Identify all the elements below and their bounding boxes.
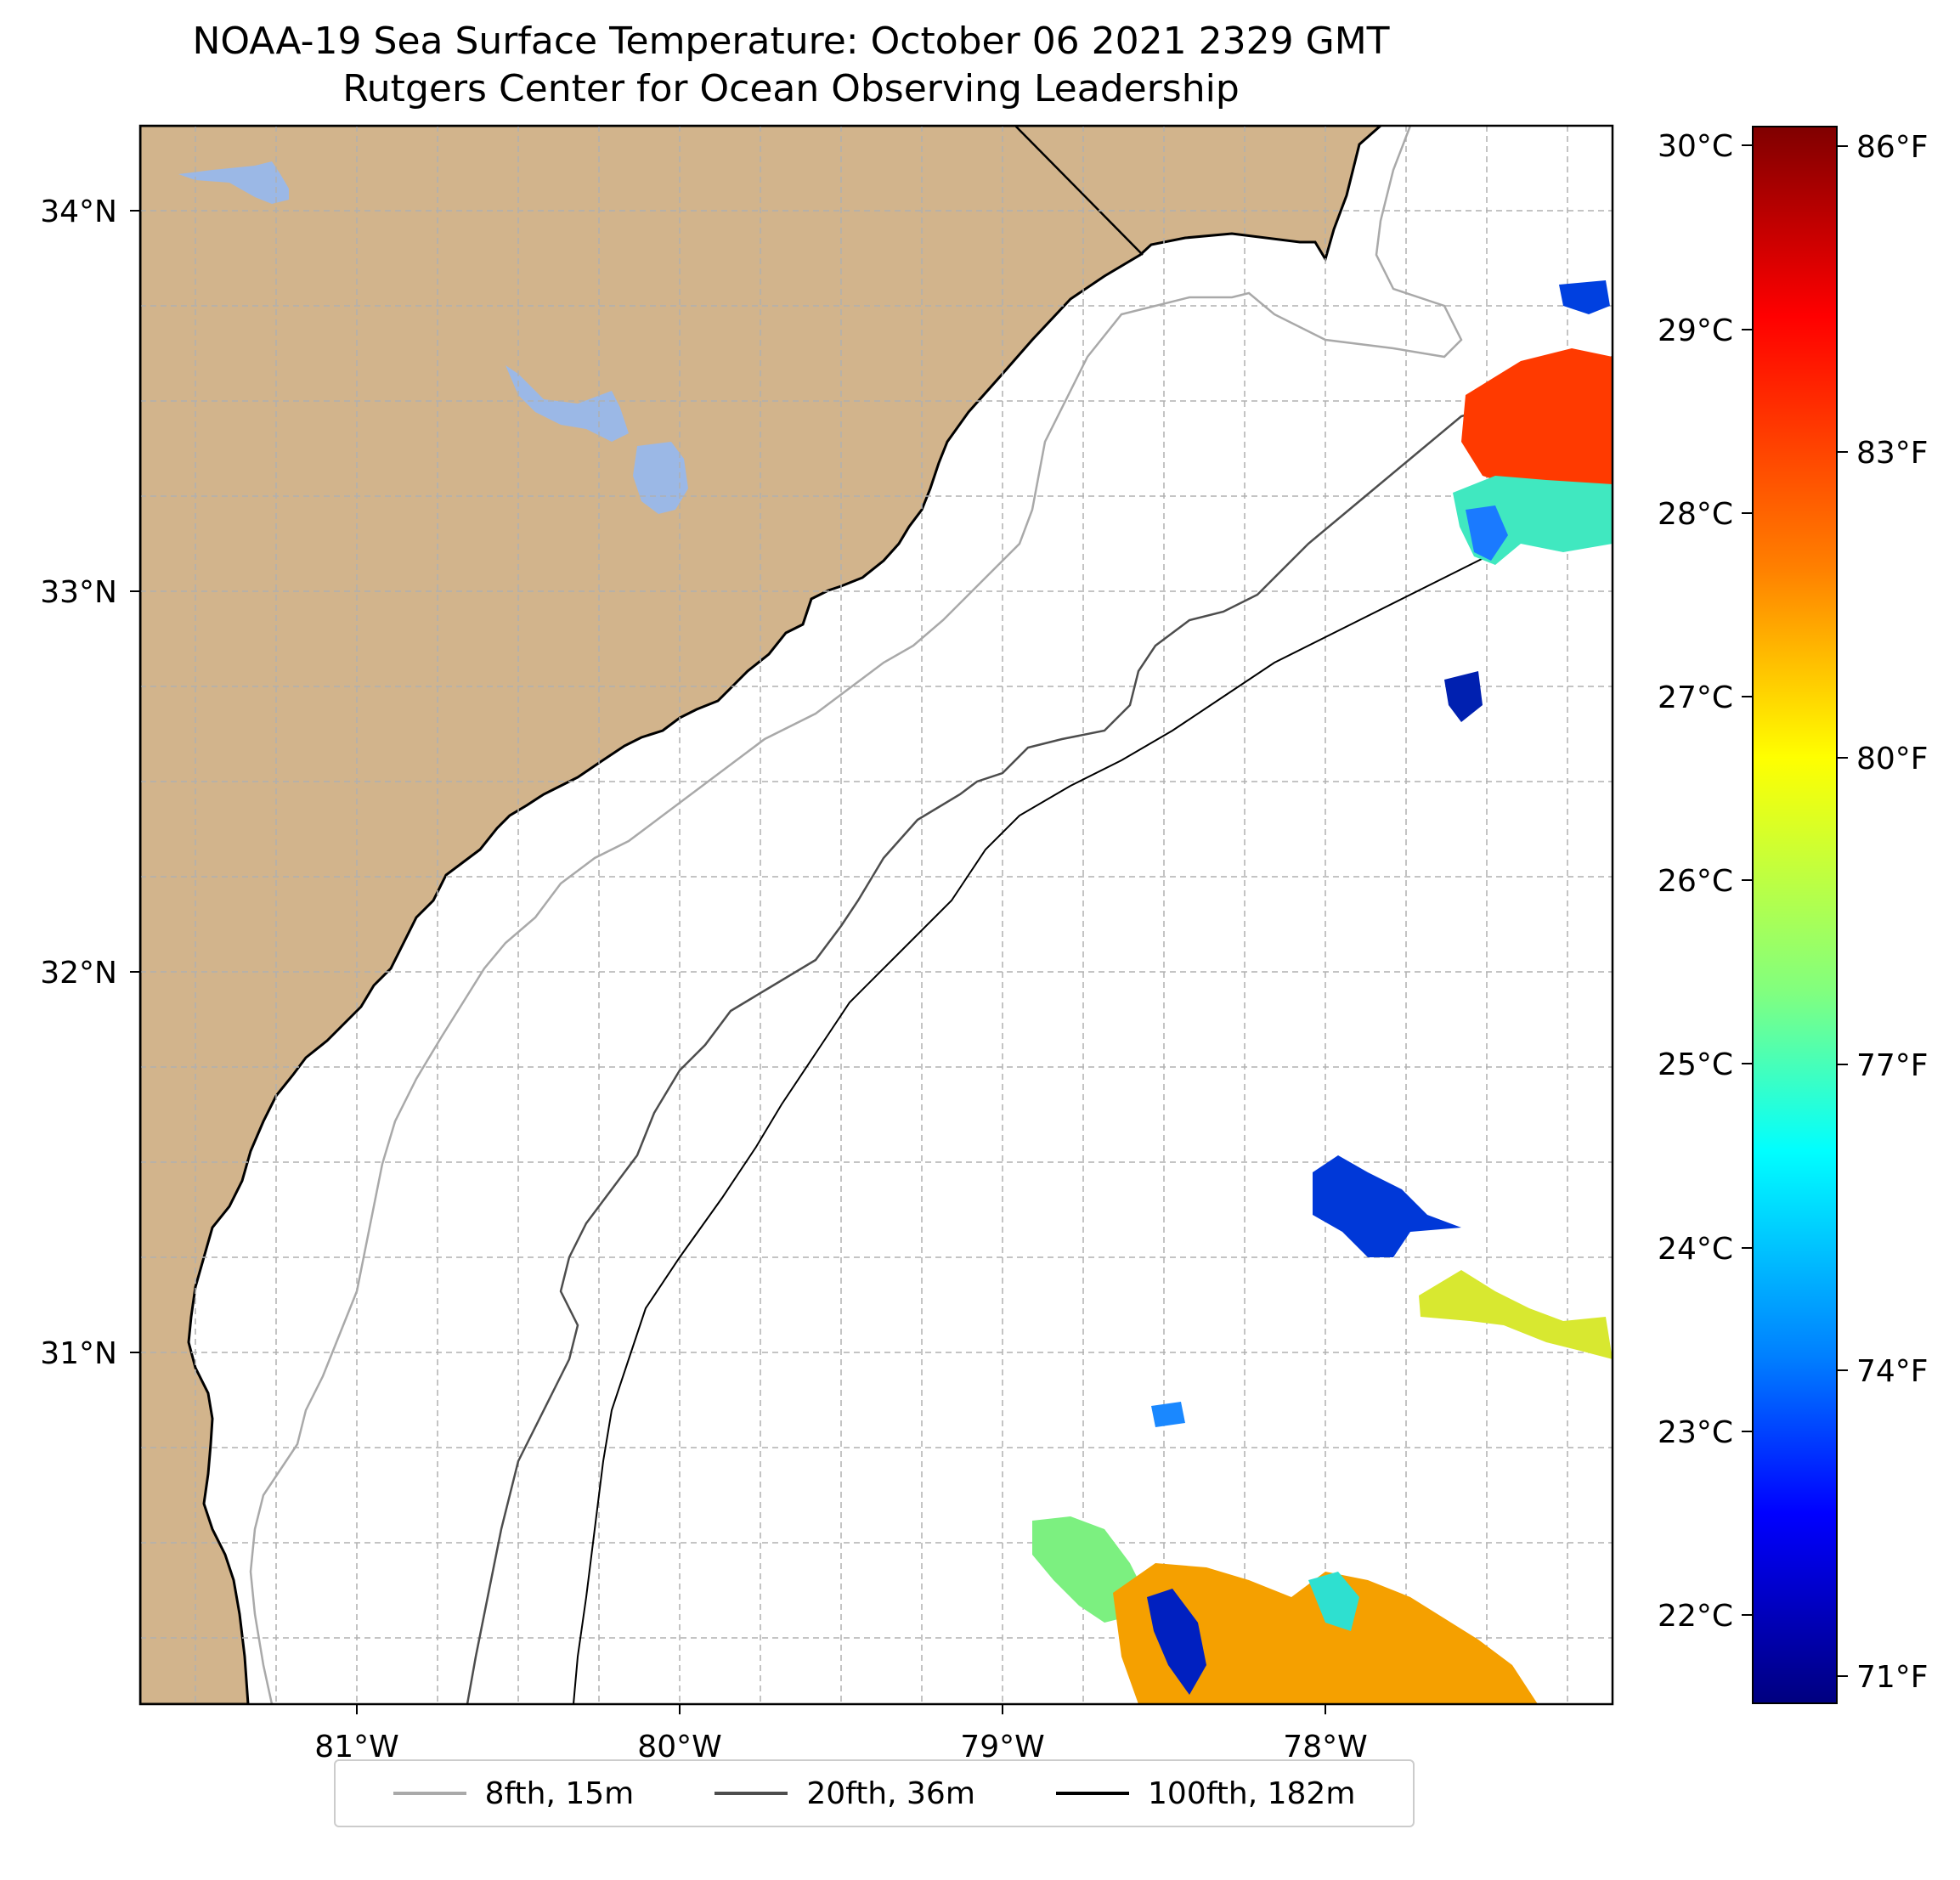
celsius-tick-label: 22°C	[1658, 1599, 1733, 1634]
land-mass	[140, 126, 1383, 1704]
legend-item-8fth: 8fth, 15m	[393, 1776, 635, 1811]
celsius-tick-label: 26°C	[1658, 864, 1733, 899]
isobath-8fth	[249, 126, 1463, 1704]
lake-small	[178, 161, 289, 204]
lon-tick-label: 78°W	[1283, 1730, 1367, 1764]
state-border	[1014, 126, 1144, 256]
legend-line-8fth	[393, 1792, 466, 1795]
title-line-1: NOAA-19 Sea Surface Temperature: October…	[192, 20, 1390, 63]
legend-item-20fth: 20fth, 36m	[715, 1776, 975, 1811]
lon-tick-label: 79°W	[960, 1730, 1044, 1764]
legend-item-100fth: 100fth, 182m	[1056, 1776, 1355, 1811]
legend-label: 8fth, 15m	[484, 1776, 635, 1811]
isobath-20fth	[466, 355, 1613, 1704]
celsius-tick-label: 27°C	[1658, 680, 1733, 715]
fahrenheit-tick-label: 77°F	[1856, 1048, 1929, 1083]
fahrenheit-tick-label: 80°F	[1856, 742, 1929, 776]
lat-tick-label: 33°N	[40, 575, 117, 610]
sst-data	[1032, 280, 1613, 1704]
celsius-tick-label: 25°C	[1658, 1047, 1733, 1082]
fahrenheit-tick-label: 74°F	[1856, 1354, 1929, 1389]
lon-tick-label: 81°W	[314, 1730, 398, 1764]
sst-patch-warm-ne	[1461, 348, 1613, 501]
lat-tick-label: 34°N	[40, 195, 117, 229]
sst-patch-ne-blue	[1466, 505, 1508, 561]
sst-patch-mid-yellow	[1419, 1270, 1613, 1359]
celsius-tick-label: 28°C	[1658, 497, 1733, 532]
sst-patch-mid-blue	[1313, 1155, 1461, 1257]
lon-tick-label: 80°W	[637, 1730, 721, 1764]
lat-tick-label: 32°N	[40, 956, 117, 991]
sst-patch-south-teal	[1308, 1572, 1359, 1631]
legend-label: 100fth, 182m	[1148, 1776, 1356, 1811]
title-line-2: Rutgers Center for Ocean Observing Leade…	[342, 67, 1240, 110]
isobath-100fth	[573, 488, 1613, 1704]
colorbar	[1752, 126, 1838, 1704]
sst-patch-ne-top	[1559, 280, 1610, 314]
celsius-tick-label: 24°C	[1658, 1232, 1733, 1267]
sst-patch-mid-small	[1151, 1402, 1185, 1427]
colorbar-ticks	[1742, 144, 1848, 1677]
axis-ticks	[130, 210, 1326, 1714]
isobath-legend: 8fth, 15m 20fth, 36m 100fth, 182m	[334, 1759, 1415, 1827]
lat-tick-label: 31°N	[40, 1336, 117, 1371]
celsius-tick-label: 29°C	[1658, 313, 1733, 348]
legend-label: 20fth, 36m	[806, 1776, 975, 1811]
sst-patch-small-blue	[1444, 671, 1483, 722]
plot-frame	[138, 124, 1614, 1706]
celsius-tick-label: 23°C	[1658, 1415, 1733, 1450]
fahrenheit-tick-label: 86°F	[1856, 130, 1929, 165]
gridlines	[140, 126, 1613, 1704]
sst-patch-south-orange	[1113, 1563, 1538, 1704]
legend-line-100fth	[1056, 1792, 1130, 1795]
fahrenheit-tick-label: 71°F	[1856, 1660, 1929, 1695]
fahrenheit-tick-label: 83°F	[1856, 436, 1929, 471]
legend-line-20fth	[715, 1792, 788, 1795]
celsius-tick-label: 30°C	[1658, 129, 1733, 164]
lake-marion	[506, 365, 629, 442]
sst-patch-south-blue-streak	[1147, 1589, 1206, 1695]
